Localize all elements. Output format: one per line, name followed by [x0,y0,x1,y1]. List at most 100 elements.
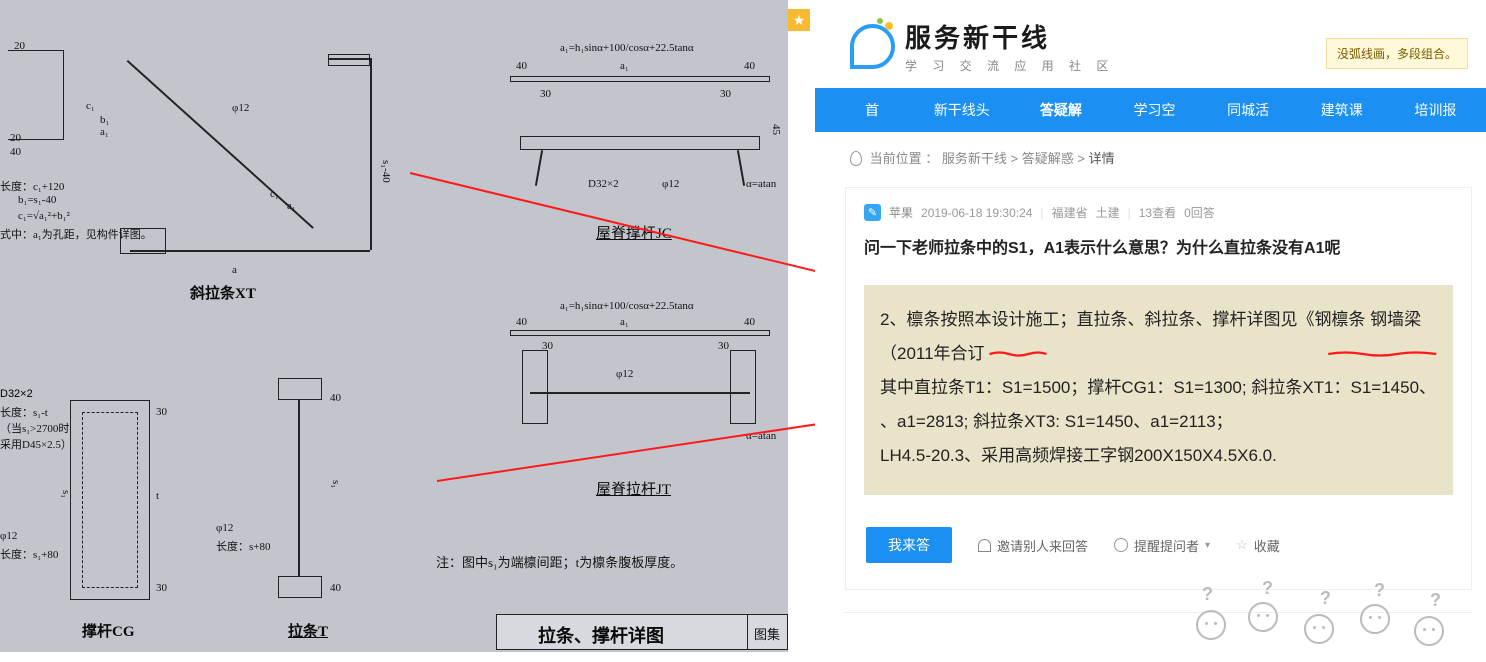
dim-d32: D32×2 [588,178,619,190]
jt-beam-top [510,330,770,336]
invite-action[interactable]: 邀请别人来回答 [978,536,1088,555]
nav-study[interactable]: 学习空间 [1111,88,1205,132]
label-xt: 斜拉条XT [190,282,256,303]
formula-top: a₁=h₁sinα+100/cosα+22.5tanα [560,42,694,54]
dim-phi12-b: φ12 [662,178,679,190]
dim-phi12-j: φ12 [616,368,633,380]
tip-callout: 没弧线画，多段组合。 [1326,38,1468,69]
xt-right [370,60,372,250]
dim-s1-40: s₁-40 [380,160,392,183]
dim-40t1: 40 [330,392,341,404]
formula-bot3: 采用D45×2.5） [0,436,72,452]
question-title: 问一下老师拉条中的S1，A1表示什么意思？为什么直拉条没有A1呢 [864,237,1453,261]
answer-button[interactable]: 我来答 [866,527,952,563]
dim-40c: 40 [516,60,527,72]
dim-20b: 20 [10,132,21,144]
region: 福建省 [1052,204,1088,221]
nav-qa[interactable]: 答疑解惑 [1018,88,1112,132]
footer-tuji: 图集 [754,624,780,643]
dim-40d: 40 [744,60,755,72]
user-name[interactable]: 苹果 [889,204,913,221]
nav-lecture[interactable]: 建筑课堂 [1299,88,1393,132]
dim-phi12-cg: φ12 [0,530,17,542]
dim-phi12-t: φ12 [216,522,233,534]
crumb-root[interactable]: 服务新干线 [942,151,1007,166]
star-icon: ☆ [1236,537,1248,553]
location-icon [850,151,862,166]
cartoon-faces: ? ? ? ? ? [1196,582,1456,662]
drawing-note: 注：图中s₁为端檩间距；t为檩条腹板厚度。 [436,552,683,571]
question-image[interactable]: 2、檩条按照本设计施工；直拉条、斜拉条、撑杆详图见《钢檩条 钢墙梁（2011年合… [864,285,1453,495]
formula-len1: 长度：c₁+120 [0,178,64,194]
qimg-line2: 其中直拉条T1：S1=1500；撑杆CG1：S1=1300; 斜拉条XT1：S1… [880,371,1439,405]
dim-40t2: 40 [330,582,341,594]
logo-icon [850,24,895,69]
dim-c1a: c₁ [86,100,95,112]
person-icon [978,539,991,552]
nav-home[interactable]: 首页 [843,88,912,132]
t-rod [298,400,300,576]
invite-label: 邀请别人来回答 [997,536,1088,555]
dim-atan: α=atan [746,178,776,190]
action-row: 我来答 邀请别人来回答 提醒提问者 ▾ ☆ 收藏 [866,527,1453,563]
fav-label: 收藏 [1254,536,1280,555]
formula-len3: c₁=√a₁²+b₁² [18,210,70,222]
dim-s1-t: s₁ [330,480,342,488]
footer-title: 拉条、撑杆详图 [538,622,664,648]
dim-30cg1: 30 [156,406,167,418]
star-badge[interactable]: ★ [788,9,810,31]
nav-training[interactable]: 培训报名 [1392,88,1486,132]
label-t: 拉条T [288,620,328,641]
dim-30j2: 30 [718,340,729,352]
qimg-line1: 2、檩条按照本设计施工；直拉条、斜拉条、撑杆详图见《钢檩条 钢墙梁（2011年合… [880,303,1439,371]
remind-label: 提醒提问者 [1134,536,1199,555]
nav-city[interactable]: 同城活动 [1205,88,1299,132]
fav-action[interactable]: ☆ 收藏 [1236,536,1280,555]
dim-45: 45 [770,124,782,135]
crumb-label: 当前位置 ： [870,151,939,166]
crumb-qa[interactable]: 答疑解惑 [1022,151,1074,166]
formula-len4: 式中：a₁为孔距，见构件详图。 [0,226,152,242]
logo-title: 服务新干线 [905,18,1114,55]
dim-c1-tri: c₁ [270,188,279,200]
chevron-down-icon: ▾ [1205,540,1210,551]
crumb-current: 详情 [1089,151,1115,166]
formula-bot4: 长度：s₁+80 [0,546,58,562]
dim-phi12-a: φ12 [232,102,249,114]
category: 土建 [1096,204,1120,221]
dim-a1-tri: a₁ [287,200,296,212]
jc-beam-top [510,76,770,82]
formula-s80: 长度：s+80 [216,538,270,554]
formula-len2: b₁=s₁-40 [18,194,56,206]
dim-a: a [232,264,237,276]
dim-s1-cg: s₁ [60,490,72,498]
qimg-line4: LH4.5-20.3、采用高频焊接工字钢200X150X4.5X6.0. [880,439,1439,473]
dim-a1c: a₁ [620,60,629,72]
dim-a1a: a₁ [100,126,109,138]
web-page: 服务新干线 学 习 交 流 应 用 社 区 没弧线画，多段组合。 首页 新干线头… [815,0,1486,652]
xt-plate-top [328,54,370,66]
dim-20a: 20 [14,40,25,52]
dim-40j2: 40 [744,316,755,328]
remind-action[interactable]: 提醒提问者 ▾ [1114,536,1210,555]
jt-plate-r [730,350,756,424]
dim-30j1: 30 [542,340,553,352]
xt-bottom [130,250,370,252]
dim-30a: 30 [540,88,551,100]
views: 13查看 [1139,204,1176,221]
nav-headlines[interactable]: 新干线头条 [912,88,1018,132]
label-cg: 撑杆CG [82,620,135,641]
dim-a1j: a₁ [620,316,629,328]
dim-b1a: b₁ [100,114,109,126]
drawing-photo: a₁=h₁sinα+100/cosα+22.5tanα 斜拉条XT φ12 a … [0,0,788,652]
dim-30cg2: 30 [156,582,167,594]
nav-bar: 首页 新干线头条 答疑解惑 学习空间 同城活动 建筑课堂 培训报名 [815,88,1486,132]
qimg-line3: 、a1=2813; 斜拉条XT3: S1=1450、a1=2113； [880,405,1439,439]
dim-d32b: D32×2 [0,388,33,400]
logo-subtitle: 学 习 交 流 应 用 社 区 [905,57,1114,74]
user-icon: ✎ [864,204,881,221]
post-time: 2019-06-18 19:30:24 [921,206,1032,220]
left-block [8,50,64,140]
answers: 0回答 [1184,204,1215,221]
formula-bot2: （当s₁>2700时 [0,420,69,436]
